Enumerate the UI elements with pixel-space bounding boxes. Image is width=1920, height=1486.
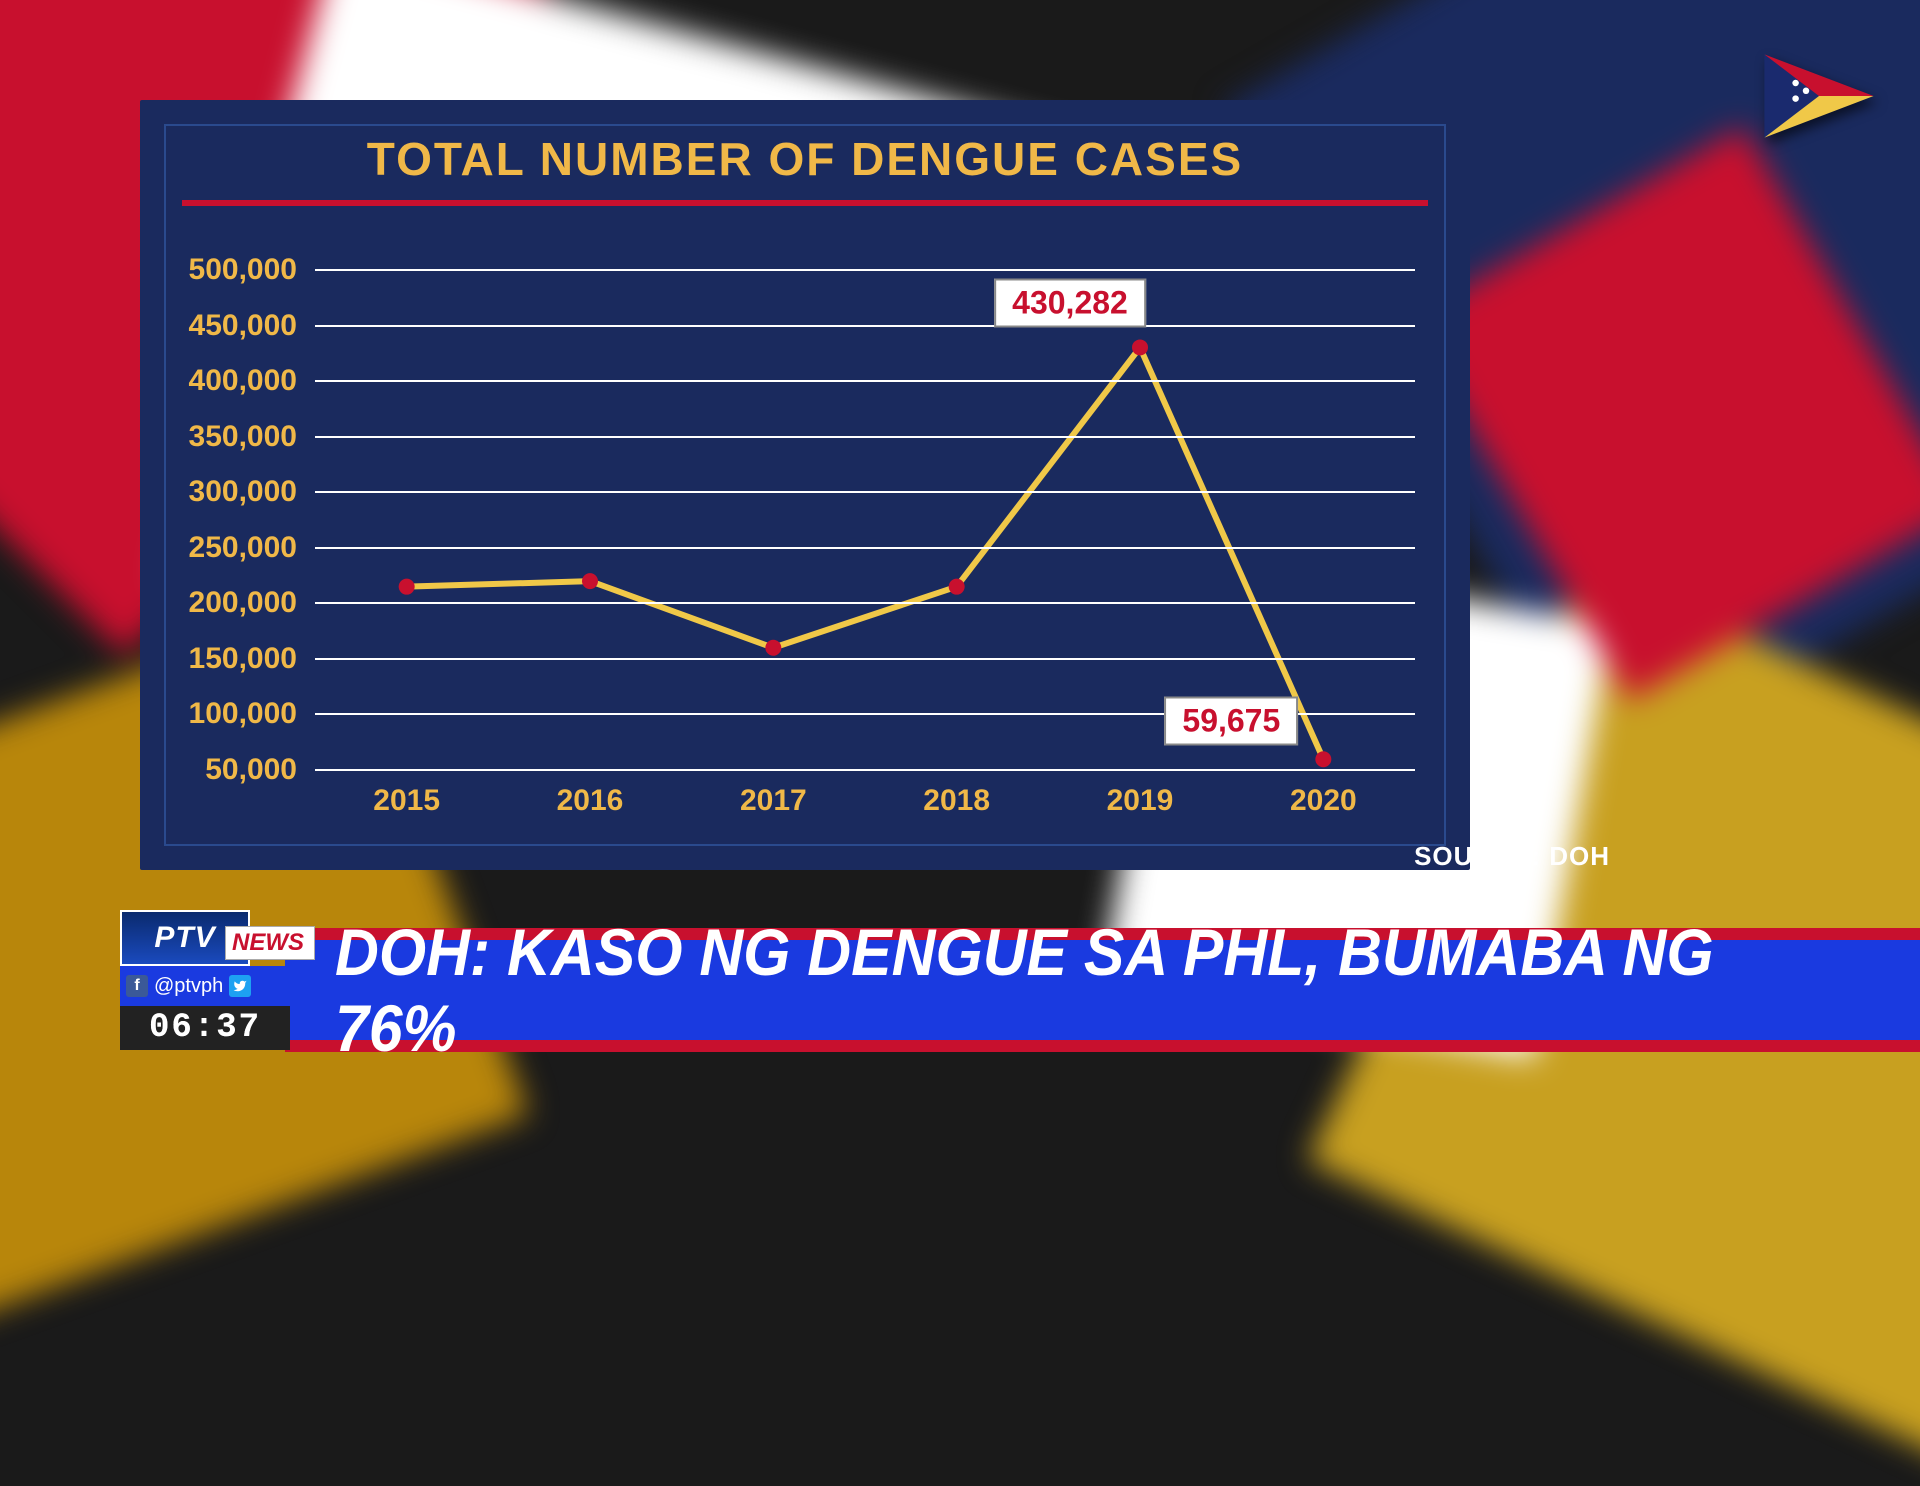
x-tick-label: 2017: [740, 770, 807, 818]
y-tick-label: 200,000: [189, 586, 315, 620]
news-label: NEWS: [225, 926, 315, 960]
network-badge: PTV NEWS f @ptvph 06:37: [120, 910, 310, 1070]
chart-panel: TOTAL NUMBER OF DENGUE CASES 50,000100,0…: [140, 100, 1470, 870]
chart-source: SOURCE: DOH: [1414, 841, 1610, 872]
gridline: [315, 547, 1415, 549]
gridline: [315, 602, 1415, 604]
y-tick-label: 350,000: [189, 420, 315, 454]
network-logo-icon: [1754, 44, 1884, 154]
x-tick-label: 2016: [557, 770, 624, 818]
social-handle: @ptvph: [154, 975, 223, 998]
x-tick-label: 2018: [923, 770, 990, 818]
y-tick-label: 300,000: [189, 475, 315, 509]
chart-line: [315, 270, 1415, 770]
y-tick-label: 450,000: [189, 309, 315, 343]
y-tick-label: 100,000: [189, 697, 315, 731]
y-tick-label: 250,000: [189, 531, 315, 565]
data-callout: 430,282: [994, 279, 1146, 328]
gridline: [315, 325, 1415, 327]
y-tick-label: 150,000: [189, 642, 315, 676]
y-tick-label: 50,000: [205, 753, 315, 787]
gridline: [315, 269, 1415, 271]
clock-value: 06:37: [149, 1009, 261, 1047]
x-tick-label: 2019: [1107, 770, 1174, 818]
gridline: [315, 380, 1415, 382]
y-tick-label: 500,000: [189, 253, 315, 287]
gridline: [315, 769, 1415, 771]
twitter-icon: [229, 975, 251, 997]
data-callout: 59,675: [1164, 697, 1298, 746]
social-bar: f @ptvph: [120, 966, 290, 1006]
gridline: [315, 658, 1415, 660]
clock: 06:37: [120, 1006, 290, 1050]
gridline: [315, 436, 1415, 438]
y-tick-label: 400,000: [189, 364, 315, 398]
x-tick-label: 2015: [373, 770, 440, 818]
gridline: [315, 491, 1415, 493]
headline-text: DOH: KASO NG DENGUE SA PHL, BUMABA NG 76…: [335, 914, 1793, 1066]
lower-third: DOH: KASO NG DENGUE SA PHL, BUMABA NG 76…: [120, 910, 1920, 1070]
chart-plot-area: 50,000100,000150,000200,000250,000300,00…: [315, 270, 1415, 770]
facebook-icon: f: [126, 975, 148, 997]
headline-bar: DOH: KASO NG DENGUE SA PHL, BUMABA NG 76…: [285, 928, 1920, 1052]
x-tick-label: 2020: [1290, 770, 1357, 818]
